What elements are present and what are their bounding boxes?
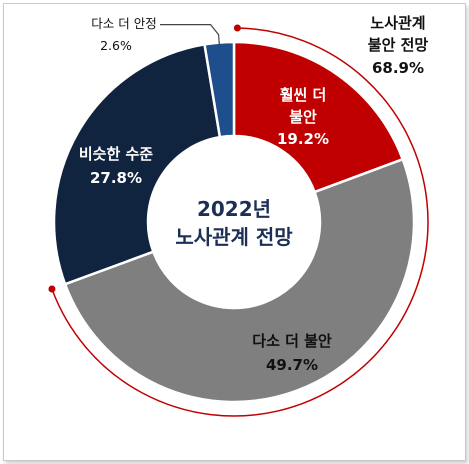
center-label-line-2: 노사관계 전망 <box>175 225 293 249</box>
slice-label-3-name: 다소 더 안정 <box>91 16 156 31</box>
total-bracket-arc <box>51 27 429 417</box>
small-slice-leader-line <box>160 24 221 49</box>
donut-hole <box>148 136 320 308</box>
slice-label-0-value: 19.2% <box>277 130 329 148</box>
total-label-line-3: 68.9% <box>372 59 424 77</box>
total-bracket-start-dot <box>233 24 241 32</box>
donut-slice-1 <box>63 157 416 403</box>
slice-label-1-name: 다소 더 불안 <box>252 332 332 350</box>
center-label-line-1: 2022년 <box>197 197 271 221</box>
slice-label-0-name-2: 불안 <box>289 108 317 126</box>
slice-label-1-value: 49.7% <box>266 356 318 374</box>
slice-label-2-value: 27.8% <box>90 169 142 187</box>
slice-label-2-name: 비슷한 수준 <box>79 145 153 163</box>
slice-label-0-name-1: 훨씬 더 <box>280 86 327 104</box>
slice-label-3-value: 2.6% <box>100 38 132 53</box>
total-bracket-end-dot <box>48 285 56 293</box>
total-label-line-1: 노사관계 <box>370 14 425 32</box>
total-label-line-2: 불안 전망 <box>368 36 429 54</box>
